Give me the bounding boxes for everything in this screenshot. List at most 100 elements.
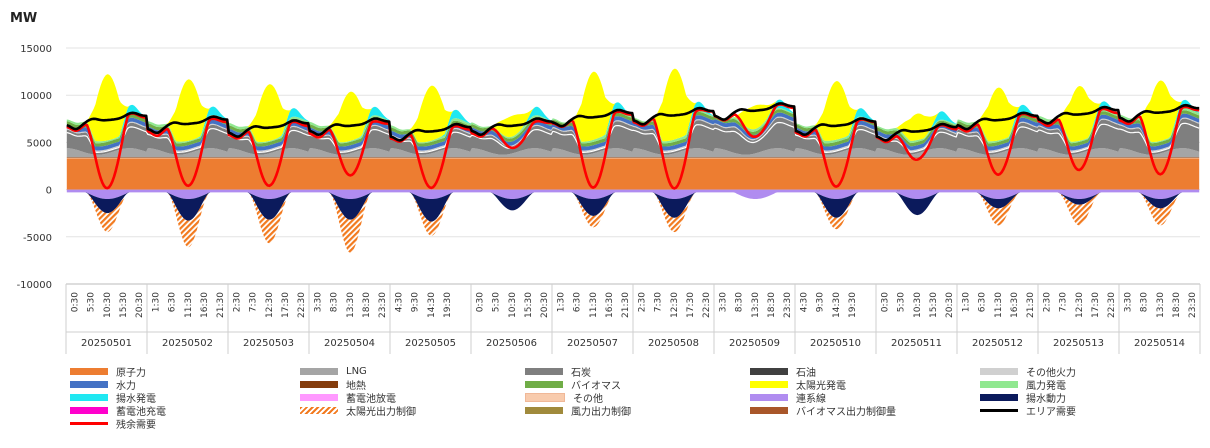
y-tick-label: 0 — [46, 186, 52, 197]
area-その他 — [66, 157, 1200, 159]
x-tick-label: 9:30 — [411, 292, 421, 312]
legend-item: 蓄電池放電 — [300, 390, 396, 405]
x-tick-label: 17:30 — [1091, 292, 1101, 318]
legend-swatch — [70, 407, 108, 415]
x-tick-label: 22:30 — [1107, 292, 1117, 318]
x-tick-label: 0:30 — [475, 292, 485, 312]
x-tick-label: 4:30 — [799, 292, 809, 312]
x-tick-label: 8:30 — [735, 292, 745, 312]
legend-label: 太陽光出力制御 — [346, 407, 416, 419]
x-tick-label: 9:30 — [816, 292, 826, 312]
x-tick-label: 3:30 — [718, 292, 728, 312]
area-地熱 — [66, 157, 1200, 158]
legend-label: 残余需要 — [116, 420, 156, 432]
y-tick-label: 15000 — [20, 44, 52, 55]
legend-label: 揚水動力 — [1026, 393, 1066, 405]
legend-swatch — [750, 407, 788, 415]
legend-swatch — [750, 380, 788, 388]
y-tick-label: -5000 — [23, 233, 52, 244]
x-tick-label: 22:30 — [297, 292, 307, 318]
legend-item: 原子力 — [70, 364, 146, 379]
x-tick-label: 2:30 — [1042, 292, 1052, 312]
x-tick-label: 7:30 — [1059, 292, 1069, 312]
legend-label: 原子力 — [116, 367, 146, 379]
legend-item: 蓄電池充電 — [70, 404, 166, 418]
x-tick-label: 10:30 — [913, 292, 923, 318]
x-tick-label: 14:30 — [832, 292, 842, 318]
y-unit-label: MW — [10, 11, 37, 26]
x-tick-label: 23:30 — [378, 292, 388, 318]
x-tick-label: 18:30 — [1172, 292, 1182, 318]
line-series — [66, 102, 1200, 190]
x-day-label: 20250503 — [243, 338, 294, 349]
x-tick-label: 13:30 — [1156, 292, 1166, 318]
legend-swatch — [980, 409, 1018, 413]
legend-item: 太陽光出力制御 — [300, 404, 416, 418]
x-tick-label: 1:30 — [556, 292, 566, 312]
x-tick-label: 3:30 — [1123, 292, 1133, 312]
y-tick-label: -10000 — [17, 280, 52, 291]
x-tick-label: 19:30 — [848, 292, 858, 318]
legend-swatch — [300, 367, 338, 375]
x-tick-label: 8:30 — [1140, 292, 1150, 312]
legend-label: 揚水発電 — [116, 393, 156, 405]
area-原子力 — [66, 158, 1200, 190]
legend-swatch — [70, 367, 108, 375]
area-バイオマス — [66, 109, 1200, 147]
area-水力 — [66, 112, 1200, 151]
x-tick-label: 2:30 — [637, 292, 647, 312]
legend-label: 太陽光発電 — [796, 380, 846, 392]
area-風力発電 — [66, 108, 1200, 144]
x-tick-label: 18:30 — [767, 292, 777, 318]
plot-area — [66, 68, 1200, 253]
legend-item: 地熱 — [300, 377, 366, 392]
x-tick-label: 3:30 — [313, 292, 323, 312]
legend-swatch — [980, 380, 1018, 388]
x-tick-label: 6:30 — [168, 292, 178, 312]
x-tick-label: 15:30 — [524, 292, 534, 318]
legend-label: 地熱 — [346, 380, 366, 392]
x-tick-label: 13:30 — [346, 292, 356, 318]
x-day-label: 20250514 — [1134, 338, 1185, 349]
legend-item: 風力発電 — [980, 377, 1066, 392]
legend-item: 連系線 — [750, 390, 826, 405]
x-tick-label: 12:30 — [670, 292, 680, 318]
x-tick-label: 17:30 — [281, 292, 291, 318]
legend-swatch — [525, 380, 563, 388]
legend-item: 風力出力制御 — [525, 404, 631, 418]
area-その他火力 — [66, 116, 1200, 152]
x-tick-label: 15:30 — [119, 292, 129, 318]
legend-item: バイオマス — [525, 377, 621, 392]
x-tick-label: 11:30 — [184, 292, 194, 318]
legend-label: 石炭 — [571, 367, 591, 379]
x-tick-label: 2:30 — [232, 292, 242, 312]
legend-swatch — [70, 422, 108, 426]
x-tick-label: 19:30 — [443, 292, 453, 318]
x-day-label: 20250504 — [324, 338, 375, 349]
x-tick-label: 10:30 — [103, 292, 113, 318]
legend-item: 石油 — [750, 364, 816, 379]
legend-item: エリア需要 — [980, 404, 1076, 418]
x-tick-label: 5:30 — [492, 292, 502, 312]
area-太陽光発電 — [66, 68, 1200, 143]
x-tick-label: 12:30 — [265, 292, 275, 318]
x-tick-label: 1:30 — [151, 292, 161, 312]
x-tick-label: 11:30 — [589, 292, 599, 318]
x-tick-label: 23:30 — [1188, 292, 1198, 318]
legend-swatch — [300, 393, 338, 401]
x-tick-label: 20:30 — [135, 292, 145, 318]
x-tick-label: 18:30 — [362, 292, 372, 318]
x-tick-label: 5:30 — [87, 292, 97, 312]
x-tick-label: 16:30 — [200, 292, 210, 318]
legend-label: その他 — [573, 393, 603, 405]
x-tick-label: 10:30 — [508, 292, 518, 318]
x-tick-label: 4:30 — [394, 292, 404, 312]
x-day-label: 20250513 — [1053, 338, 1104, 349]
x-tick-label: 23:30 — [783, 292, 793, 318]
x-tick-label: 21:30 — [621, 292, 631, 318]
legend-label: LNG — [346, 365, 367, 377]
area-揚水動力 — [66, 192, 1200, 222]
legend-label: 連系線 — [796, 393, 826, 405]
x-day-label: 20250505 — [405, 338, 456, 349]
legend-item: 石炭 — [525, 364, 591, 379]
